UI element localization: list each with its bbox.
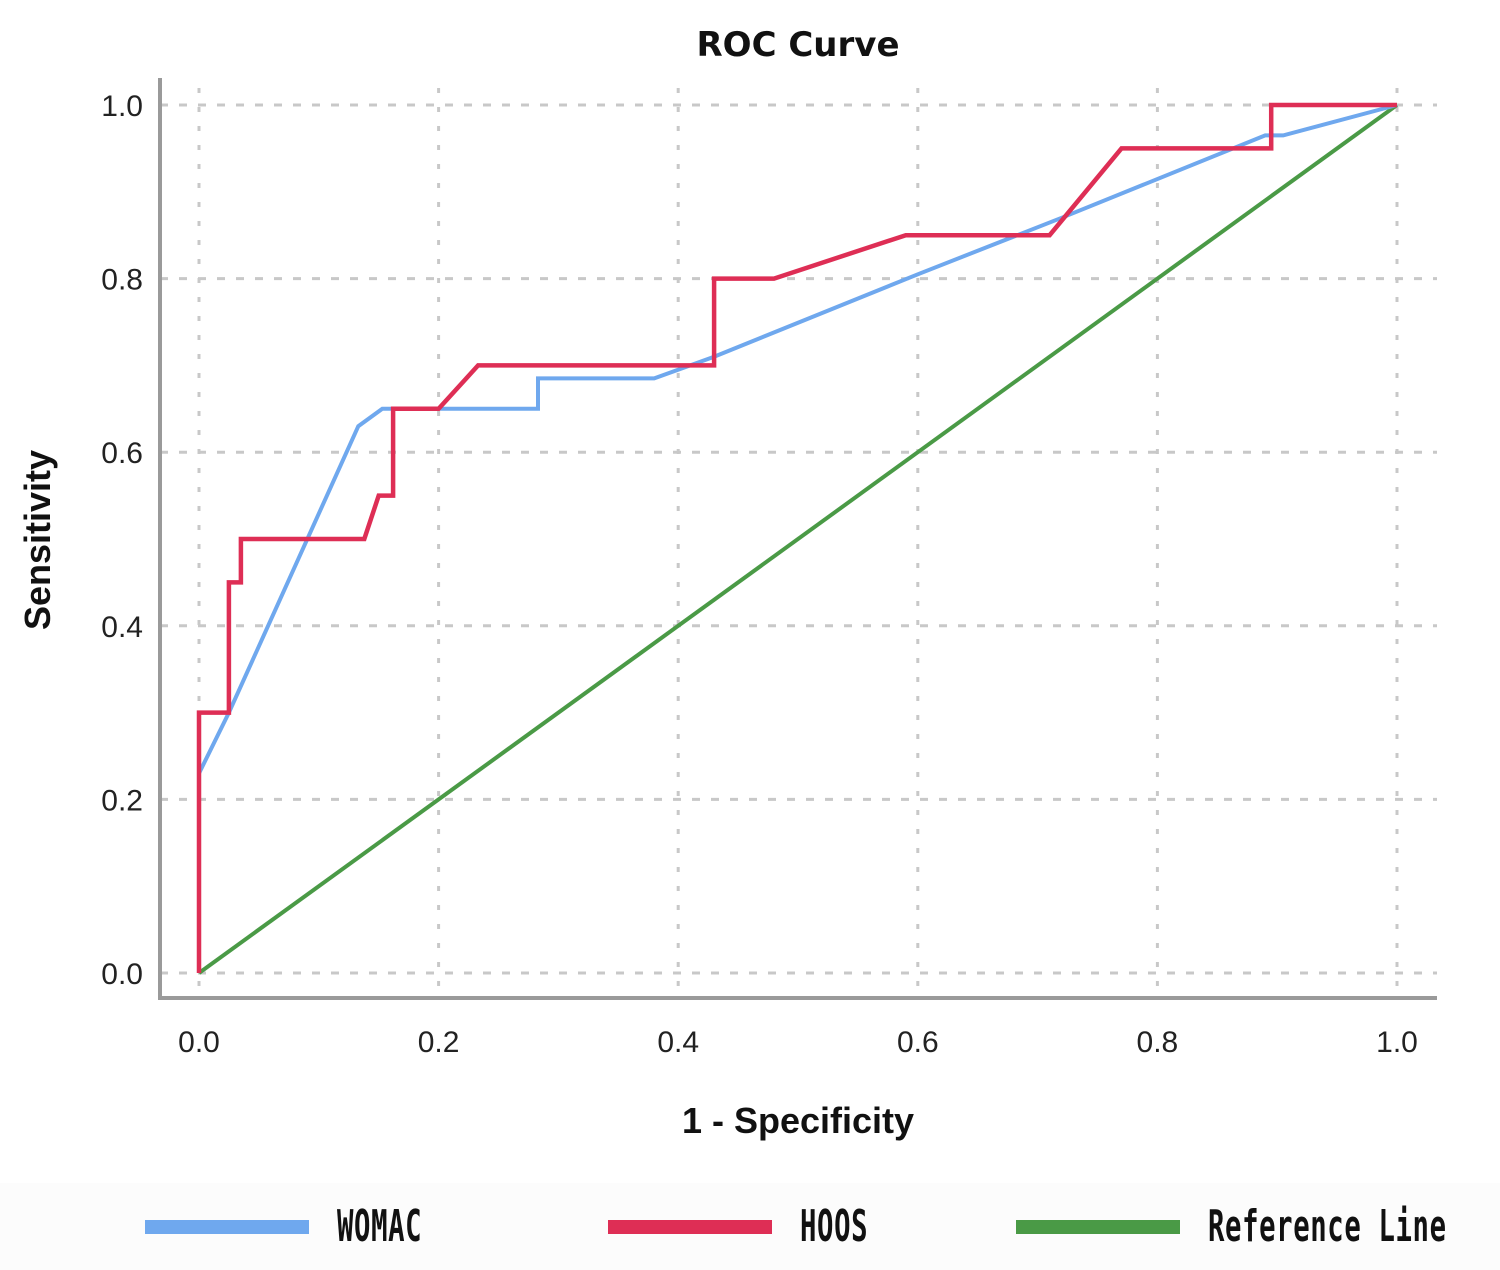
legend-label: Reference Line — [1208, 1201, 1447, 1252]
x-tick-label: 0.0 — [178, 1026, 220, 1059]
y-tick-label: 1.0 — [101, 90, 143, 123]
y-tick-label: 0.0 — [101, 958, 143, 991]
legend-item-hoos: HOOS — [608, 1183, 910, 1270]
y-axis-ticks: 0.0 0.2 0.4 0.6 0.8 1.0 — [101, 90, 143, 991]
legend-swatch-reference-line — [1016, 1219, 1180, 1234]
legend-label: HOOS — [800, 1201, 869, 1252]
x-tick-label: 0.2 — [418, 1026, 460, 1059]
roc-chart: ROC Curve 0.00.20.40.60.81.0 0.0 0.2 0.4 0.… — [17, 25, 1437, 1141]
grid — [160, 88, 1437, 998]
y-tick-label: 0.8 — [101, 264, 143, 297]
legend-swatch-womac — [145, 1219, 309, 1234]
legend-label: WOMAC — [337, 1201, 423, 1252]
x-tick-label: 1.0 — [1376, 1026, 1418, 1059]
x-axis-ticks: 0.0 0.2 0.4 0.6 0.8 1.0 — [178, 1026, 1418, 1059]
y-tick-label: 0.2 — [101, 784, 143, 817]
legend-item-reference-line: Reference Line — [1016, 1183, 1500, 1270]
x-axis-title: 1 - Specificity — [682, 1100, 914, 1141]
x-tick-label: 0.8 — [1137, 1026, 1179, 1059]
x-tick-label: 0.6 — [897, 1026, 939, 1059]
series-group — [196, 102, 1399, 975]
legend: WOMAC HOOS Reference Line — [0, 1183, 1500, 1270]
y-tick-label: 0.4 — [101, 611, 143, 644]
legend-item-womac: WOMAC — [145, 1183, 474, 1270]
series-line-reference-line — [197, 103, 1399, 975]
y-tick-label: 0.6 — [101, 437, 143, 470]
y-axis-title: Sensitivity — [17, 450, 58, 630]
x-tick-label: 0.4 — [657, 1026, 699, 1059]
chart-title: ROC Curve — [696, 25, 899, 65]
legend-swatch-hoos — [608, 1219, 772, 1234]
series-line-hoos — [196, 102, 1397, 973]
